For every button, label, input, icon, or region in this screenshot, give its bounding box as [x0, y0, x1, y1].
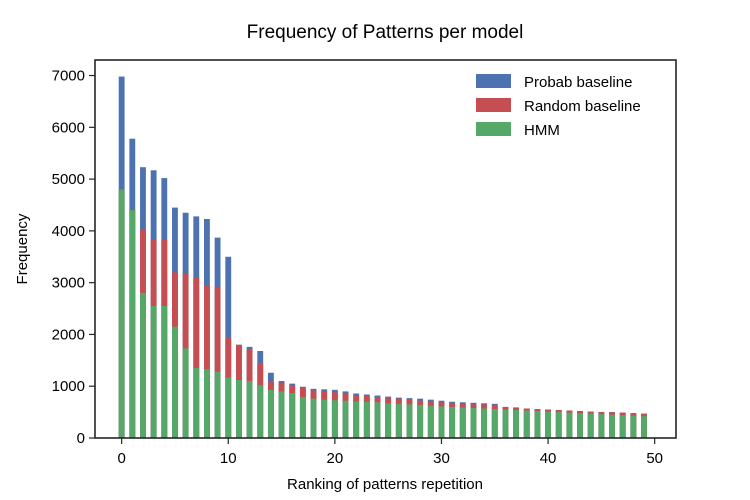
bar-hmm-46: [609, 414, 615, 438]
bar-hmm-10: [225, 377, 232, 438]
bar-hmm-3: [150, 305, 157, 438]
bar-hmm-47: [619, 415, 626, 438]
bar-hmm-45: [598, 414, 605, 438]
legend-label-random-baseline: Random baseline: [524, 98, 641, 115]
x-axis-label: Ranking of patterns repetition: [287, 476, 483, 493]
bar-hmm-6: [182, 348, 189, 438]
y-axis: 0 1000 2000 3000 4000 5000 6000 7000: [52, 68, 95, 447]
bar-hmm-7: [193, 368, 200, 438]
x-tick-label: 0: [117, 450, 125, 467]
legend-label-hmm: HMM: [524, 122, 560, 139]
bar-hmm-37: [513, 410, 520, 438]
bar-hmm-30: [438, 406, 445, 438]
bar-random-baseline-8: [204, 285, 210, 438]
bar-hmm-14: [267, 389, 274, 438]
bar-hmm-0: [118, 189, 125, 438]
chart-title: Frequency of Patterns per model: [247, 22, 524, 43]
y-axis-label: Frequency: [14, 213, 31, 284]
legend: Probab baseline Random baseline HMM: [476, 74, 641, 139]
y-tick-label: 7000: [52, 68, 85, 85]
bar-hmm-42: [566, 412, 573, 438]
bar-hmm-35: [491, 409, 498, 438]
bar-hmm-39: [534, 411, 541, 438]
bar-hmm-28: [417, 404, 424, 438]
bar-random-baseline-9: [214, 286, 221, 438]
bar-hmm-25: [385, 403, 392, 438]
x-tick-label: 40: [540, 450, 557, 467]
bar-hmm-41: [555, 412, 562, 438]
bar-hmm-13: [257, 385, 264, 438]
bar-hmm-5: [172, 326, 178, 438]
y-tick-label: 0: [77, 430, 85, 447]
bar-hmm-11: [235, 380, 242, 438]
y-tick-label: 4000: [52, 223, 85, 240]
bar-hmm-38: [523, 410, 530, 438]
bar-hmm-9: [214, 371, 221, 438]
bar-hmm-43: [577, 413, 583, 438]
bar-hmm-33: [470, 407, 477, 438]
x-axis: 0 10 20 30 40 50: [117, 438, 663, 467]
bar-hmm-19: [321, 399, 328, 438]
bar-hmm-31: [449, 406, 456, 438]
bar-hmm-44: [587, 413, 594, 438]
bar-hmm-29: [427, 405, 434, 438]
bars-group: [118, 76, 647, 439]
y-tick-label: 5000: [52, 171, 85, 188]
bar-hmm-23: [363, 401, 370, 438]
bar-hmm-12: [246, 381, 253, 438]
bar-hmm-15: [278, 391, 285, 438]
bar-hmm-2: [140, 293, 146, 438]
y-tick-label: 1000: [52, 378, 85, 395]
bar-hmm-24: [374, 402, 381, 438]
bar-hmm-18: [310, 398, 317, 438]
x-tick-label: 10: [220, 450, 237, 467]
bar-hmm-4: [161, 305, 168, 438]
bar-hmm-49: [641, 416, 647, 438]
bar-hmm-48: [630, 415, 637, 438]
x-tick-label: 20: [327, 450, 344, 467]
y-tick-label: 2000: [52, 326, 85, 343]
bar-hmm-32: [459, 407, 466, 438]
y-tick-label: 6000: [52, 119, 85, 136]
bar-hmm-26: [395, 403, 402, 438]
legend-swatch-random-baseline: [476, 98, 511, 112]
bar-random-baseline-7: [193, 276, 200, 438]
bar-hmm-8: [204, 369, 210, 438]
bar-hmm-34: [481, 408, 488, 438]
bar-hmm-27: [406, 404, 413, 438]
bar-hmm-36: [502, 409, 509, 438]
x-tick-label: 50: [646, 450, 663, 467]
bar-hmm-21: [342, 400, 349, 438]
bar-hmm-17: [299, 397, 306, 438]
bar-hmm-16: [289, 392, 296, 438]
x-tick-label: 30: [433, 450, 450, 467]
bar-hmm-20: [331, 400, 338, 438]
bar-hmm-1: [129, 210, 136, 438]
bar-hmm-22: [353, 401, 360, 438]
legend-label-probab-baseline: Probab baseline: [524, 74, 632, 91]
legend-swatch-probab-baseline: [476, 74, 511, 88]
y-tick-label: 3000: [52, 275, 85, 292]
bar-hmm-40: [545, 411, 551, 438]
legend-swatch-hmm: [476, 122, 511, 136]
plot-frame: [94, 59, 677, 439]
